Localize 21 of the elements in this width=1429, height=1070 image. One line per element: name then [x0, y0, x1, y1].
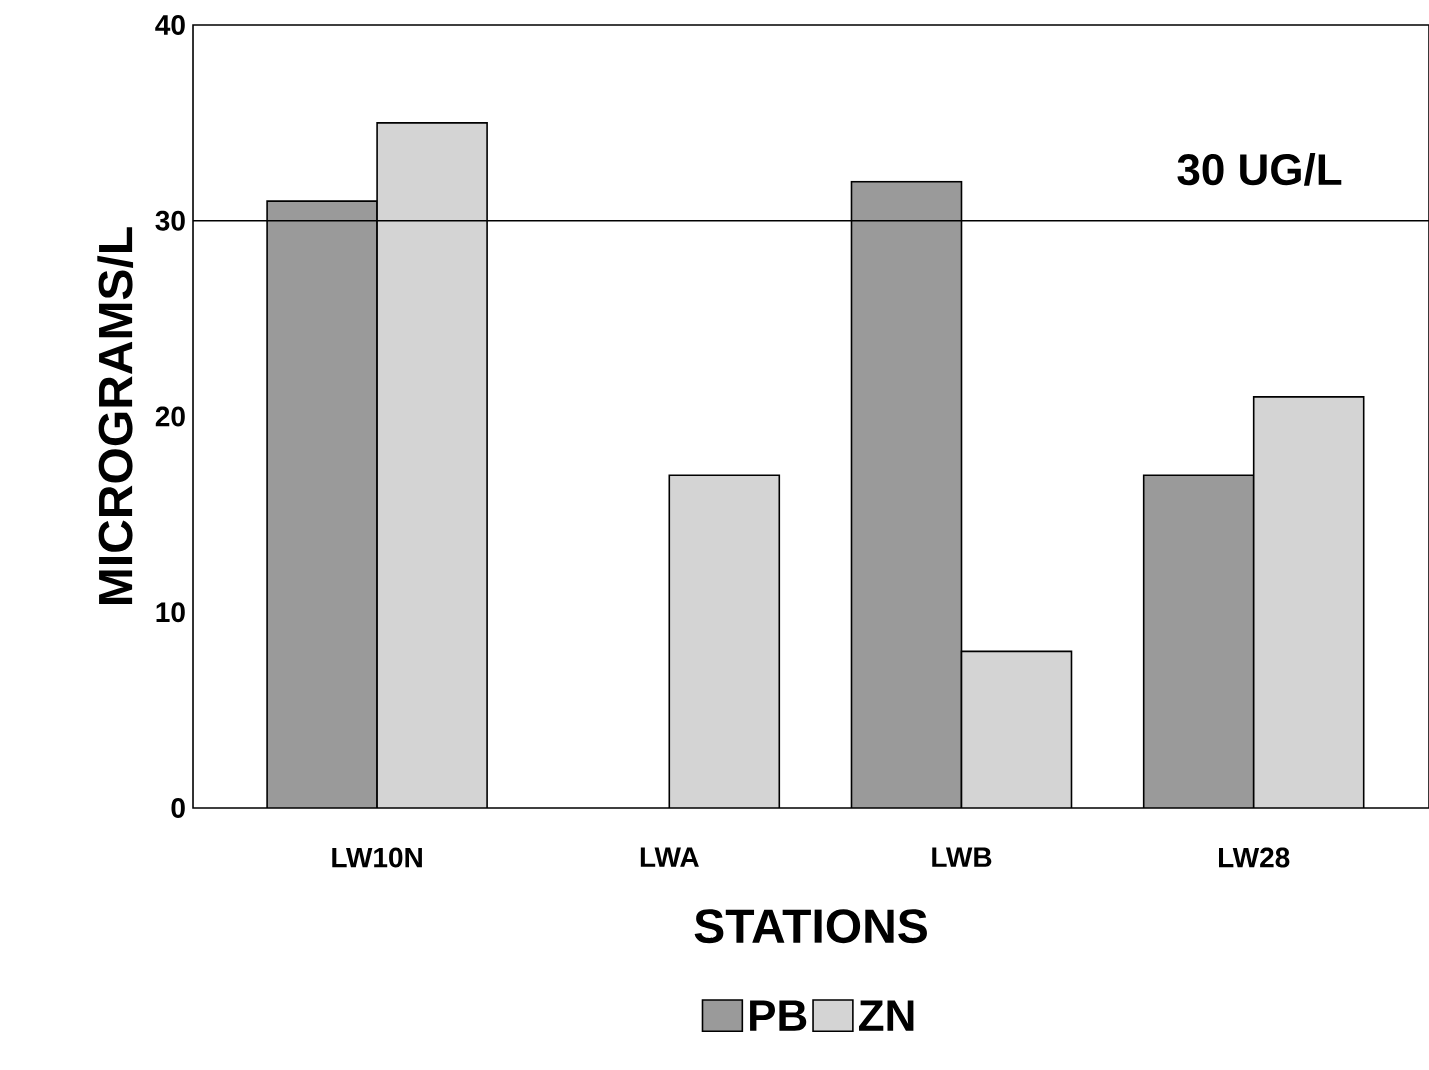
bar [376, 122, 488, 808]
y-tick-label: 30 [155, 210, 185, 231]
bar [850, 180, 963, 808]
bar [960, 650, 1073, 808]
x-tick-label: LW28 [1219, 847, 1290, 868]
y-tick-label: 0 [171, 798, 185, 818]
y-tick-label: 20 [155, 406, 185, 427]
y-tick-label: 10 [156, 602, 185, 623]
bar [1142, 474, 1255, 808]
bar [668, 474, 781, 808]
y-axis-title: MICROGRAMS/L [97, 227, 134, 604]
y-tick-label: 40 [155, 15, 185, 35]
bar [266, 200, 378, 808]
legend-label: PB [750, 1000, 807, 1031]
ref-line-label: 30 UG/L [1177, 152, 1342, 186]
x-tick-label: LWB [932, 847, 992, 867]
x-tick-label: LWA [640, 847, 699, 867]
legend-label: ZN [859, 1000, 914, 1031]
x-tick-label: LW10N [332, 847, 422, 868]
x-axis-title: STATIONS [694, 909, 927, 944]
bar [1252, 396, 1365, 808]
